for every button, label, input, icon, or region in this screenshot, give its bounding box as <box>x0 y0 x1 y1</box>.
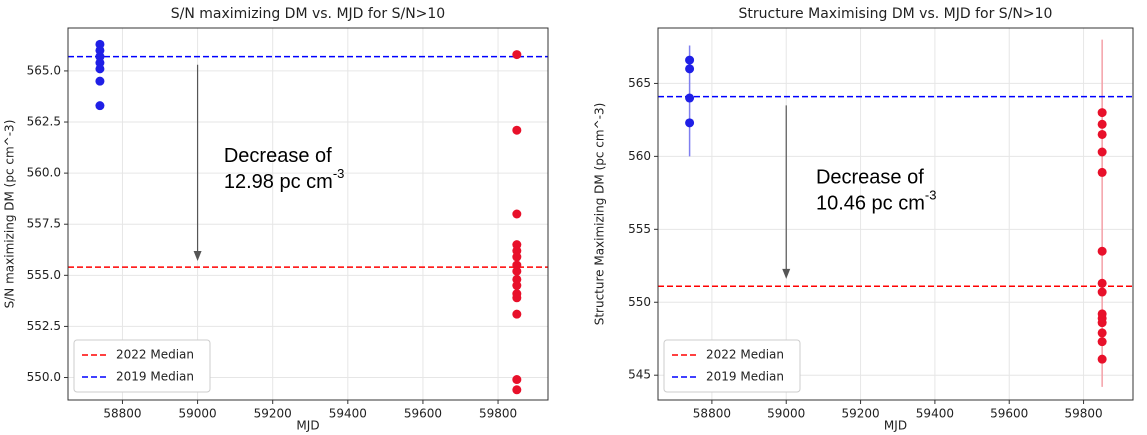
data-point <box>512 252 522 262</box>
data-point <box>95 101 105 111</box>
x-tick-label: 59600 <box>404 407 442 421</box>
y-axis-label: S/N maximizing DM (pc cm^-3) <box>3 120 17 309</box>
legend-label: 2022 Median <box>116 348 194 362</box>
annotation-text: 12.98 pc cm <box>224 171 333 193</box>
plot-frame <box>657 27 1134 401</box>
x-tick-label: 58800 <box>693 407 731 421</box>
data-point <box>1097 147 1107 157</box>
legend-label: 2019 Median <box>116 370 194 384</box>
plot-frame <box>67 27 549 401</box>
y-tick-label: 560.0 <box>27 166 61 180</box>
data-point <box>685 55 695 65</box>
data-point <box>1097 287 1107 297</box>
data-point <box>512 266 522 276</box>
chart: S/N maximizing DM vs. MJD for S/N>10 MJD S… <box>3 6 549 433</box>
y-tick-label: 560 <box>628 149 651 163</box>
x-tick-label: 59800 <box>1064 407 1102 421</box>
y-tick-label: 562.5 <box>27 115 61 129</box>
data-point <box>1097 328 1107 338</box>
x-tick-label: 59200 <box>841 407 879 421</box>
data-point <box>512 125 522 135</box>
data-point <box>512 309 522 319</box>
x-tick-label: 59200 <box>254 407 292 421</box>
x-axis-label: MJD <box>884 419 907 433</box>
data-point <box>1097 246 1107 256</box>
y-tick-label: 552.5 <box>27 319 61 333</box>
y-tick-label: 550 <box>628 295 651 309</box>
data-point <box>512 375 522 385</box>
annotation-superscript: -3 <box>333 166 345 181</box>
x-axis-label: MJD <box>296 419 319 433</box>
data-point <box>685 93 695 103</box>
x-tick-label: 59400 <box>916 407 954 421</box>
legend-box <box>663 339 801 393</box>
x-tick-label: 59600 <box>990 407 1028 421</box>
data-point <box>1097 119 1107 129</box>
legend-label: 2019 Median <box>706 370 784 384</box>
y-tick-label: 545 <box>628 368 651 382</box>
data-point <box>1097 337 1107 347</box>
y-tick-label: 565 <box>628 76 651 90</box>
y-tick-label: 555.0 <box>27 268 61 282</box>
data-point <box>685 64 695 74</box>
annotation: Decrease of <box>816 167 924 189</box>
x-tick-label: 59400 <box>329 407 367 421</box>
y-tick-label: 565.0 <box>27 63 61 77</box>
annotation-text: 10.46 pc cm <box>816 193 925 215</box>
x-tick-label: 59000 <box>767 407 805 421</box>
chart: Structure Maximising DM vs. MJD for S/N>… <box>593 6 1134 433</box>
data-point <box>512 209 522 219</box>
annotation-superscript: -3 <box>925 188 937 203</box>
annotation: 10.46 pc cm-3 <box>816 188 937 215</box>
chart-title: S/N maximizing DM vs. MJD for S/N>10 <box>171 6 445 22</box>
x-tick-label: 58800 <box>103 407 141 421</box>
arrow-head <box>782 268 791 279</box>
data-point <box>1097 354 1107 364</box>
data-point <box>1097 167 1107 177</box>
legend-box <box>73 339 211 393</box>
x-tick-label: 59800 <box>479 407 517 421</box>
annotation: 12.98 pc cm-3 <box>224 166 345 193</box>
data-point <box>1097 278 1107 288</box>
y-axis-label: Structure Maximizing DM (pc cm^-3) <box>593 103 607 326</box>
data-point <box>512 281 522 291</box>
data-point <box>512 50 522 60</box>
data-point <box>512 385 522 395</box>
y-tick-label: 550.0 <box>27 370 61 384</box>
arrow-head <box>193 251 202 262</box>
data-point <box>1097 129 1107 139</box>
annotation: Decrease of <box>224 145 332 167</box>
chart-title: Structure Maximising DM vs. MJD for S/N>… <box>739 6 1053 22</box>
data-point <box>512 293 522 303</box>
data-point <box>685 118 695 128</box>
x-tick-label: 59000 <box>178 407 216 421</box>
data-point <box>1097 108 1107 118</box>
data-point <box>95 76 105 86</box>
legend-label: 2022 Median <box>706 348 784 362</box>
y-tick-label: 557.5 <box>27 217 61 231</box>
data-point <box>1097 318 1107 328</box>
data-point <box>95 64 105 74</box>
y-tick-label: 555 <box>628 222 651 236</box>
